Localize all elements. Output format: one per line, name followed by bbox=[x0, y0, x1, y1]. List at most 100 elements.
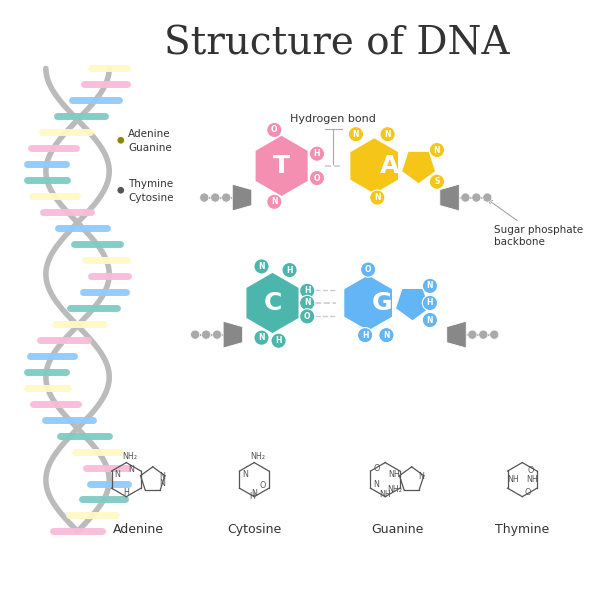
Circle shape bbox=[360, 262, 376, 277]
Text: Hydrogen bond: Hydrogen bond bbox=[290, 114, 376, 124]
Circle shape bbox=[309, 171, 324, 185]
Circle shape bbox=[300, 308, 315, 324]
Text: H: H bbox=[275, 336, 282, 345]
Circle shape bbox=[490, 330, 499, 339]
Circle shape bbox=[118, 137, 124, 144]
Text: O: O bbox=[528, 466, 534, 475]
Text: H: H bbox=[286, 266, 293, 275]
Text: N: N bbox=[384, 130, 391, 139]
Text: N: N bbox=[159, 479, 165, 488]
Circle shape bbox=[380, 127, 395, 142]
Circle shape bbox=[254, 259, 269, 274]
Text: Guanine: Guanine bbox=[128, 143, 172, 152]
Text: NH₂: NH₂ bbox=[122, 452, 137, 461]
Text: H: H bbox=[314, 149, 320, 158]
Text: N: N bbox=[434, 146, 440, 155]
Text: N: N bbox=[304, 299, 310, 307]
Text: Cytosine: Cytosine bbox=[227, 523, 282, 537]
Text: N: N bbox=[427, 282, 433, 291]
Circle shape bbox=[267, 194, 282, 209]
Text: Sugar phosphate
backbone: Sugar phosphate backbone bbox=[488, 200, 583, 247]
Text: Adenine: Adenine bbox=[113, 523, 164, 537]
Text: C: C bbox=[263, 291, 282, 315]
Circle shape bbox=[212, 330, 222, 339]
Circle shape bbox=[254, 330, 269, 345]
Polygon shape bbox=[233, 184, 252, 211]
Text: NH₂: NH₂ bbox=[250, 452, 265, 461]
Circle shape bbox=[300, 296, 315, 310]
Text: Thymine: Thymine bbox=[128, 179, 173, 189]
Circle shape bbox=[348, 127, 364, 142]
Text: NH₂: NH₂ bbox=[387, 485, 402, 493]
Text: Guanine: Guanine bbox=[371, 523, 424, 537]
Circle shape bbox=[422, 278, 438, 294]
Text: H: H bbox=[362, 330, 368, 340]
Text: Cytosine: Cytosine bbox=[128, 193, 174, 203]
Text: A: A bbox=[380, 154, 399, 178]
Text: O: O bbox=[524, 488, 531, 497]
Polygon shape bbox=[394, 288, 431, 322]
Text: O: O bbox=[271, 125, 278, 135]
Circle shape bbox=[379, 327, 394, 343]
Circle shape bbox=[483, 193, 492, 202]
Polygon shape bbox=[223, 321, 242, 348]
Text: N: N bbox=[114, 470, 120, 479]
Circle shape bbox=[282, 263, 297, 278]
Text: O: O bbox=[365, 265, 371, 274]
Text: H: H bbox=[250, 492, 255, 501]
Circle shape bbox=[309, 146, 324, 162]
Polygon shape bbox=[447, 321, 466, 348]
Text: NH: NH bbox=[526, 475, 537, 484]
Circle shape bbox=[267, 122, 282, 138]
Text: O: O bbox=[260, 480, 266, 490]
Text: N: N bbox=[383, 330, 390, 340]
Circle shape bbox=[190, 330, 200, 339]
Text: H: H bbox=[124, 488, 129, 497]
Text: N: N bbox=[418, 472, 424, 480]
Text: NH: NH bbox=[379, 490, 391, 499]
Circle shape bbox=[472, 193, 481, 202]
Text: N: N bbox=[271, 197, 278, 206]
Text: N: N bbox=[252, 489, 257, 498]
Text: N: N bbox=[258, 333, 265, 342]
Polygon shape bbox=[440, 184, 459, 211]
Polygon shape bbox=[349, 136, 400, 195]
Text: N: N bbox=[373, 480, 379, 489]
Circle shape bbox=[479, 330, 488, 339]
Text: N: N bbox=[427, 316, 433, 324]
Text: N: N bbox=[159, 472, 165, 480]
Text: O: O bbox=[314, 174, 320, 182]
Text: N: N bbox=[242, 470, 248, 479]
Text: O: O bbox=[304, 312, 310, 321]
Circle shape bbox=[430, 143, 444, 158]
Text: Structure of DNA: Structure of DNA bbox=[164, 26, 509, 63]
Circle shape bbox=[370, 190, 385, 205]
Text: N: N bbox=[374, 193, 381, 202]
Text: Adenine: Adenine bbox=[128, 129, 171, 139]
Polygon shape bbox=[254, 134, 309, 198]
Text: H: H bbox=[304, 286, 310, 295]
Circle shape bbox=[461, 193, 470, 202]
Polygon shape bbox=[343, 274, 394, 332]
Text: NH: NH bbox=[507, 475, 519, 484]
Text: Thymine: Thymine bbox=[495, 523, 550, 537]
Text: H: H bbox=[427, 299, 433, 307]
Circle shape bbox=[357, 327, 373, 343]
Text: N: N bbox=[129, 465, 135, 474]
Circle shape bbox=[222, 193, 231, 202]
Text: G: G bbox=[372, 291, 392, 315]
Circle shape bbox=[200, 193, 209, 202]
Text: S: S bbox=[435, 177, 439, 186]
Circle shape bbox=[211, 193, 220, 202]
Circle shape bbox=[468, 330, 477, 339]
Text: T: T bbox=[273, 154, 290, 178]
Circle shape bbox=[430, 174, 444, 189]
Circle shape bbox=[271, 333, 286, 348]
Text: NH: NH bbox=[388, 469, 400, 479]
Circle shape bbox=[422, 312, 438, 327]
Circle shape bbox=[422, 296, 438, 310]
Circle shape bbox=[300, 283, 315, 299]
Text: O: O bbox=[373, 464, 379, 473]
Circle shape bbox=[118, 187, 124, 193]
Circle shape bbox=[201, 330, 211, 339]
